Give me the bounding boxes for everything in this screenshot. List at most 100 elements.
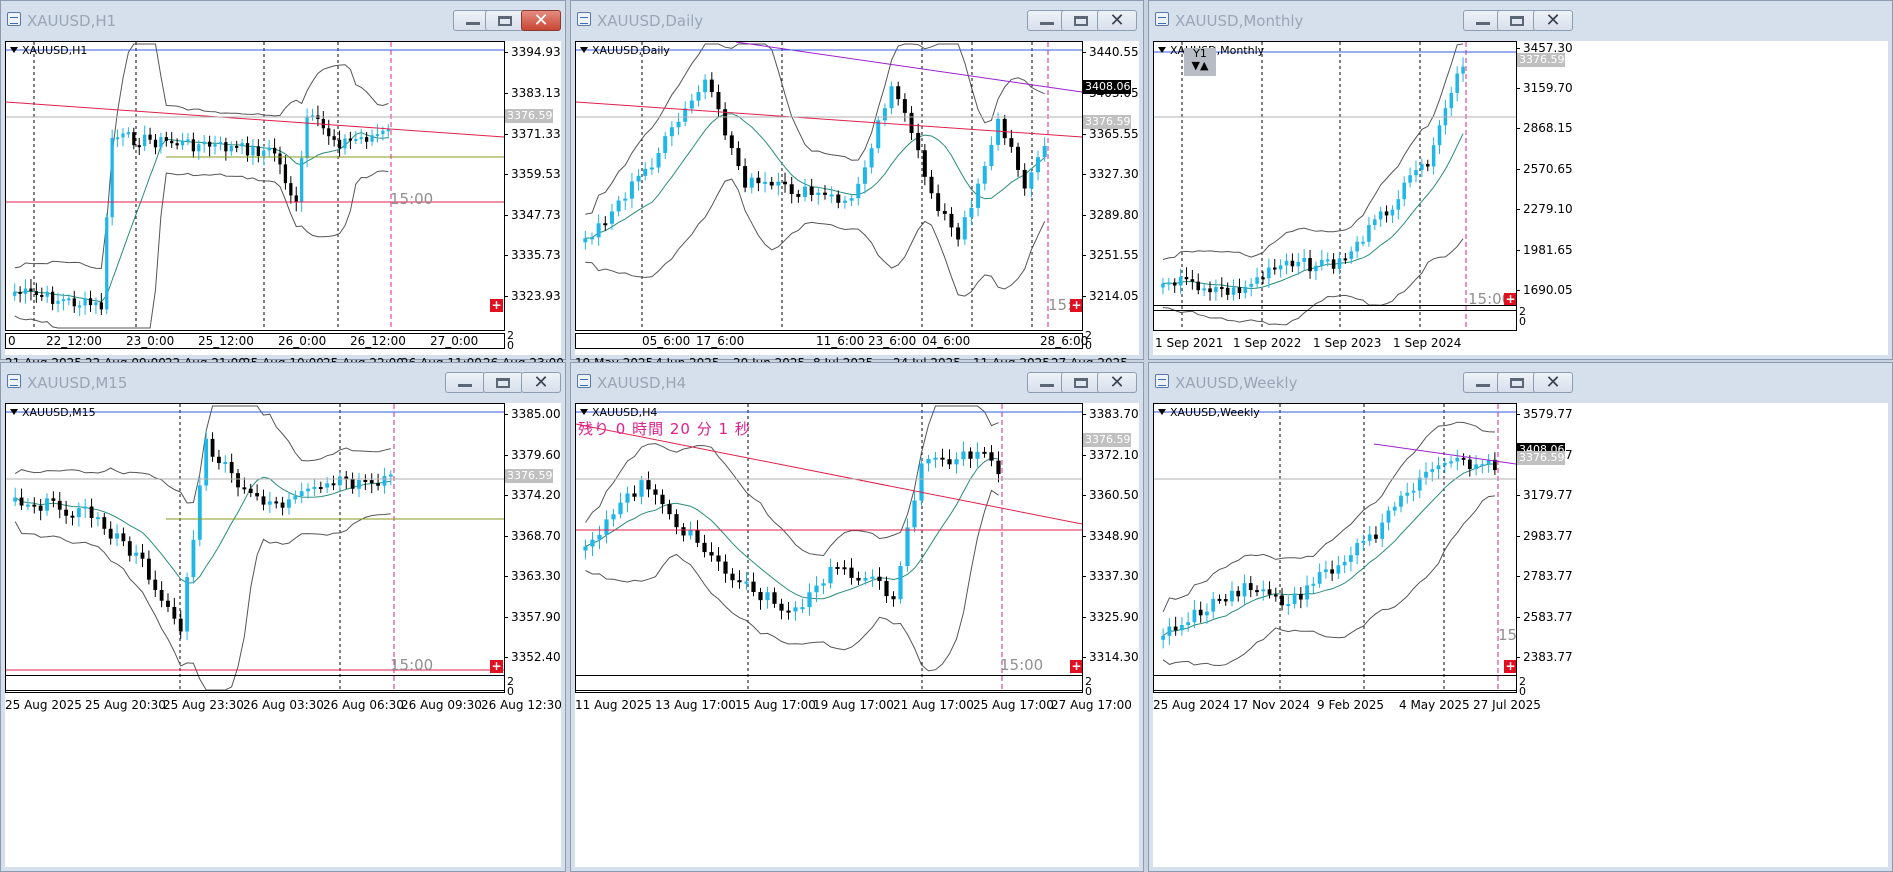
maximize-button[interactable] bbox=[485, 10, 525, 31]
candle-body bbox=[889, 86, 894, 109]
maximize-button[interactable] bbox=[1061, 372, 1101, 393]
title-bar[interactable]: XAUUSD,M15 ✕ bbox=[1, 363, 565, 403]
time-tick: 1 Sep 2023 bbox=[1313, 336, 1382, 350]
candle-body bbox=[1173, 626, 1178, 631]
minimize-button[interactable] bbox=[445, 372, 485, 393]
alert-add-icon[interactable]: + bbox=[490, 298, 503, 312]
candle-body bbox=[18, 291, 22, 294]
maximize-button[interactable] bbox=[1497, 372, 1537, 393]
candle-timer: 15:00 bbox=[1000, 656, 1044, 674]
time-scale[interactable]: 25 Aug 2024 17 Nov 2024 9 Feb 2025 4 May… bbox=[1153, 693, 1573, 715]
candle-body bbox=[669, 127, 674, 137]
candle-body bbox=[267, 147, 271, 151]
moving-average bbox=[585, 113, 1046, 239]
title-bar[interactable]: XAUUSD,Monthly ✕ bbox=[1149, 1, 1892, 41]
y1-arrows-icon[interactable]: ▼▲ bbox=[1191, 59, 1209, 72]
time-scale[interactable]: 25 Aug 2025 25 Aug 20:30 25 Aug 23:30 26… bbox=[5, 693, 565, 715]
candle-body bbox=[1449, 92, 1454, 109]
title-bar[interactable]: XAUUSD,H1 ✕ bbox=[1, 1, 565, 41]
chart-area[interactable]: XAUUSD,Weekly 15: + 3579.77 3379.77 3179… bbox=[1153, 403, 1888, 867]
candle-body bbox=[916, 132, 921, 151]
indicator-subpane[interactable] bbox=[575, 675, 1083, 691]
indicator-subpane[interactable]: 0 22_12:00 23_0:00 25_12:00 26_0:00 26_1… bbox=[5, 333, 505, 349]
chart-window-weekly[interactable]: XAUUSD,Weekly ✕ XAUUSD,Weekly 15: + 3579… bbox=[1148, 362, 1893, 872]
price-scale[interactable]: 3579.77 3379.77 3179.77 2983.77 2783.77 … bbox=[1516, 403, 1575, 713]
price-pane[interactable]: XAUUSD,H4 残り 0 時間 20 分 1 秒 15:00 + bbox=[575, 403, 1083, 693]
maximize-button[interactable] bbox=[1497, 10, 1537, 31]
maximize-button[interactable] bbox=[1061, 10, 1101, 31]
alert-add-icon[interactable]: + bbox=[1504, 292, 1516, 306]
candle-body bbox=[982, 166, 987, 184]
indicator-subpane[interactable]: 05_6:00 17_6:00 11_6:00 23_6:00 04_6:00 … bbox=[575, 333, 1088, 349]
candle-body bbox=[956, 227, 961, 240]
chart-window-h1[interactable]: XAUUSD,H1 ✕ XAUUSD,H1 15:00 + 3394.93 33… bbox=[0, 0, 566, 370]
candle-body bbox=[115, 533, 119, 539]
indicator-subpane[interactable] bbox=[5, 675, 505, 691]
candle-body bbox=[976, 183, 981, 208]
chart-window-monthly[interactable]: XAUUSD,Monthly ✕ XAUUSD,Monthly Y1 ▼▲ 15… bbox=[1148, 0, 1893, 360]
price-pane[interactable]: XAUUSD,Monthly Y1 ▼▲ 15:00 + bbox=[1153, 41, 1517, 331]
price-scale[interactable]: 3394.93 3383.13 3371.33 3359.53 3347.73 … bbox=[504, 41, 563, 351]
moving-average bbox=[1162, 133, 1464, 290]
candle-body bbox=[660, 494, 665, 505]
title-bar[interactable]: XAUUSD,Weekly ✕ bbox=[1149, 363, 1892, 403]
minimize-button[interactable] bbox=[1027, 372, 1067, 393]
close-icon: ✕ bbox=[1545, 9, 1561, 31]
close-button[interactable]: ✕ bbox=[1533, 372, 1573, 393]
candle-body bbox=[1180, 625, 1184, 631]
trendline bbox=[576, 423, 1082, 525]
time-scale[interactable]: 11 Aug 2025 13 Aug 17:00 15 Aug 17:00 19… bbox=[575, 693, 1141, 715]
chart-area[interactable]: XAUUSD,Monthly Y1 ▼▲ 15:00 + 3457.30 315… bbox=[1153, 41, 1888, 355]
candle-body bbox=[45, 291, 49, 297]
price-pane[interactable]: XAUUSD,Weekly 15: + bbox=[1153, 403, 1517, 693]
time-tick: 11 Aug 2025 bbox=[575, 698, 652, 712]
price-scale[interactable]: 3457.30 3159.70 2868.15 2570.65 2279.10 … bbox=[1516, 41, 1575, 351]
close-button[interactable]: ✕ bbox=[521, 372, 561, 393]
price-scale[interactable]: 3440.55 3403.05 3365.55 3327.30 3289.80 … bbox=[1082, 41, 1141, 351]
maximize-button[interactable] bbox=[483, 372, 523, 393]
price-scale[interactable]: 3385.00 3379.60 3374.20 3368.70 3363.30 … bbox=[504, 403, 563, 713]
title-bar[interactable]: XAUUSD,H4 ✕ bbox=[571, 363, 1143, 403]
candle-body bbox=[597, 534, 602, 540]
price-tick: 1981.65 bbox=[1516, 243, 1573, 257]
candle-body bbox=[180, 140, 185, 146]
chart-window-daily[interactable]: XAUUSD,Daily ✕ XAUUSD,Daily 15:00 + 3440… bbox=[570, 0, 1144, 370]
price-pane[interactable]: XAUUSD,Daily 15:00 + bbox=[575, 41, 1083, 331]
close-button[interactable]: ✕ bbox=[1097, 372, 1137, 393]
candle-body bbox=[1455, 457, 1460, 462]
indicator-subpane[interactable] bbox=[1153, 305, 1517, 311]
price-pane[interactable]: XAUUSD,H1 15:00 + bbox=[5, 41, 505, 331]
chart-area[interactable]: XAUUSD,H1 15:00 + 3394.93 3383.13 3371.3… bbox=[5, 41, 564, 370]
candle-body bbox=[1249, 283, 1253, 287]
candle-body bbox=[611, 514, 616, 520]
chart-area[interactable]: XAUUSD,Daily 15:00 + 3440.55 3403.05 336… bbox=[575, 41, 1141, 370]
alert-add-icon[interactable]: + bbox=[1504, 659, 1516, 673]
indicator-subpane[interactable] bbox=[1153, 675, 1517, 691]
title-bar[interactable]: XAUUSD,Daily ✕ bbox=[571, 1, 1143, 41]
y1-object[interactable]: Y1 ▼▲ bbox=[1184, 48, 1216, 76]
price-scale[interactable]: 3383.70 3372.10 3360.50 3348.90 3337.30 … bbox=[1082, 403, 1141, 713]
close-button[interactable]: ✕ bbox=[521, 10, 561, 31]
close-button[interactable]: ✕ bbox=[1533, 10, 1573, 31]
price-pane[interactable]: XAUUSD,M15 15:00 + bbox=[5, 403, 505, 693]
chart-area[interactable]: XAUUSD,M15 15:00 + 3385.00 3379.60 3374.… bbox=[5, 403, 563, 867]
alert-add-icon[interactable]: + bbox=[1070, 659, 1082, 673]
minimize-button[interactable] bbox=[1463, 10, 1503, 31]
candle-body bbox=[132, 132, 136, 146]
price-tick: 3325.90 bbox=[1082, 610, 1139, 624]
candle-body bbox=[348, 138, 353, 141]
candle-body bbox=[64, 509, 69, 516]
alert-add-icon[interactable]: + bbox=[1070, 298, 1082, 312]
alert-add-icon[interactable]: + bbox=[490, 659, 503, 673]
chart-window-m15[interactable]: XAUUSD,M15 ✕ XAUUSD,M15 15:00 + 3385.00 … bbox=[0, 362, 566, 872]
candle-body bbox=[942, 211, 947, 214]
candle-body bbox=[137, 145, 141, 148]
candle-body bbox=[278, 153, 282, 165]
candle-body bbox=[1223, 599, 1228, 602]
chart-window-h4[interactable]: XAUUSD,H4 ✕ XAUUSD,H4 残り 0 時間 20 分 1 秒 1… bbox=[570, 362, 1144, 872]
candle-body bbox=[1420, 164, 1424, 171]
chart-area[interactable]: XAUUSD,H4 残り 0 時間 20 分 1 秒 15:00 + 3383.… bbox=[575, 403, 1139, 867]
time-scale[interactable]: 1 Sep 2021 1 Sep 2022 1 Sep 2023 1 Sep 2… bbox=[1153, 331, 1573, 353]
close-button[interactable]: ✕ bbox=[1097, 10, 1137, 31]
sub-scale-zero: 0 bbox=[507, 339, 514, 352]
